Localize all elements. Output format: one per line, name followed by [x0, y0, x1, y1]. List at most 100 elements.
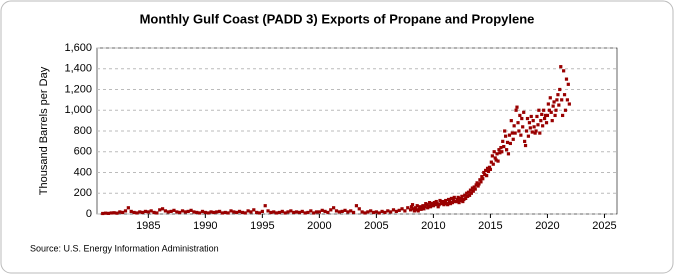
- data-point: [435, 202, 439, 206]
- data-point: [475, 181, 479, 185]
- data-point: [469, 191, 473, 195]
- data-point: [510, 131, 514, 135]
- data-point: [562, 93, 567, 97]
- data-point: [499, 146, 503, 150]
- data-point: [346, 210, 350, 214]
- data-point: [529, 114, 533, 119]
- data-point: [415, 204, 419, 208]
- data-point: [503, 129, 507, 133]
- data-point: [286, 210, 290, 214]
- data-point: [530, 130, 534, 134]
- data-point: [487, 165, 492, 169]
- data-point: [460, 194, 464, 198]
- data-point: [371, 210, 376, 215]
- data-point: [240, 210, 244, 215]
- data-point: [386, 209, 390, 213]
- data-point: [490, 154, 494, 158]
- data-point: [408, 208, 413, 212]
- data-point: [280, 209, 284, 214]
- data-point: [544, 121, 549, 125]
- data-point: [503, 134, 508, 138]
- data-point: [450, 200, 455, 205]
- data-point: [425, 203, 429, 207]
- data-point: [300, 209, 304, 214]
- data-point: [542, 116, 547, 121]
- data-point: [155, 211, 159, 215]
- data-point: [466, 190, 471, 194]
- data-point: [506, 152, 511, 156]
- data-point: [200, 209, 205, 214]
- data-point: [486, 169, 491, 174]
- data-point: [329, 208, 333, 212]
- data-point: [394, 209, 398, 214]
- data-point: [462, 197, 466, 202]
- data-point: [524, 129, 529, 133]
- data-point: [343, 208, 347, 212]
- data-point: [121, 210, 125, 215]
- y-tick-label: 0: [86, 208, 92, 220]
- data-point: [383, 210, 387, 215]
- data-point: [468, 188, 473, 192]
- data-point: [514, 108, 518, 112]
- data-point: [473, 187, 477, 191]
- data-point: [397, 208, 401, 212]
- data-point: [466, 194, 470, 198]
- data-point: [452, 195, 456, 199]
- data-point: [484, 168, 488, 173]
- data-point: [427, 204, 431, 208]
- data-point: [567, 102, 571, 106]
- data-point: [229, 209, 233, 213]
- data-point: [459, 196, 463, 201]
- data-point: [534, 129, 538, 133]
- data-point: [141, 210, 145, 215]
- data-point: [172, 208, 176, 212]
- data-point: [369, 209, 373, 213]
- data-point: [366, 210, 370, 214]
- data-point: [550, 119, 554, 123]
- data-point: [531, 119, 535, 123]
- data-point: [269, 210, 273, 215]
- data-point: [449, 196, 454, 201]
- data-point: [283, 211, 287, 215]
- data-point: [235, 210, 239, 215]
- data-point: [312, 211, 316, 215]
- source: Source: U.S. Energy Information Administ…: [30, 243, 219, 253]
- data-point: [363, 211, 367, 215]
- data-point: [422, 207, 426, 211]
- data-point: [447, 199, 452, 204]
- data-point: [537, 108, 541, 112]
- data-point: [493, 156, 497, 160]
- data-point: [320, 208, 324, 212]
- data-point: [556, 93, 560, 97]
- data-point: [260, 209, 264, 214]
- data-point: [517, 129, 521, 133]
- data-point: [406, 206, 410, 210]
- data-point: [536, 123, 540, 127]
- x-tick-label: 2000: [307, 220, 331, 232]
- data-point: [489, 160, 493, 164]
- data-point: [115, 211, 119, 215]
- data-point: [482, 170, 486, 175]
- data-point: [446, 203, 450, 207]
- data-point: [441, 199, 445, 204]
- data-point: [477, 182, 481, 186]
- data-point: [413, 206, 417, 210]
- data-point: [527, 121, 532, 125]
- data-point: [209, 210, 213, 214]
- data-point: [433, 203, 437, 207]
- data-point: [565, 98, 569, 102]
- data-point: [160, 207, 165, 211]
- data-point: [432, 200, 436, 205]
- x-tick-label: 1990: [193, 220, 217, 232]
- data-point: [440, 202, 444, 206]
- data-point: [309, 209, 313, 213]
- data-point: [566, 82, 570, 86]
- data-point: [420, 206, 424, 210]
- data-point: [349, 209, 353, 213]
- data-point: [485, 166, 490, 170]
- data-point: [428, 205, 433, 209]
- data-point: [354, 204, 359, 208]
- data-point: [476, 184, 480, 188]
- data-point: [472, 185, 476, 189]
